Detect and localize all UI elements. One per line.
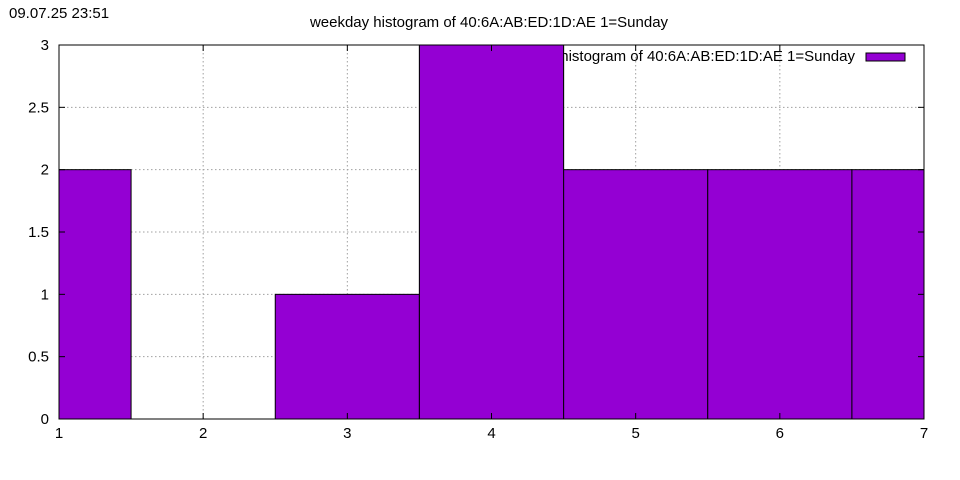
x-tick-label: 2 (199, 425, 207, 442)
tick-marks (58, 44, 925, 420)
histogram-bar (851, 169, 925, 420)
y-tick-label: 0.5 (28, 349, 49, 366)
x-tick-label: 5 (631, 425, 639, 442)
histogram-bar (58, 169, 132, 420)
x-tick-label: 4 (487, 425, 495, 442)
x-tick-label: 1 (55, 425, 63, 442)
y-tick-label: 1.5 (28, 224, 49, 241)
x-tick-label: 3 (343, 425, 351, 442)
x-tick-label: 6 (776, 425, 784, 442)
y-tick-labels: 0 0.5 1 1.5 2 2.5 3 (28, 37, 49, 428)
y-tick-label: 2.5 (28, 99, 49, 116)
x-tick-label: 7 (920, 425, 928, 442)
histogram-bar (418, 44, 565, 420)
y-tick-label: 3 (41, 37, 49, 54)
legend: weekday histogram of 40:6A:AB:ED:1D:AE 1… (418, 44, 906, 420)
y-tick-label: 1 (41, 286, 49, 303)
histogram-bar (563, 169, 709, 420)
timestamp-label: 09.07.25 23:51 (9, 5, 109, 22)
y-tick-label: 0 (41, 411, 49, 428)
legend-label: weekday histogram of 40:6A:AB:ED:1D:AE 1… (496, 48, 856, 65)
chart-title: weekday histogram of 40:6A:AB:ED:1D:AE 1… (309, 14, 669, 31)
y-tick-label: 2 (41, 162, 49, 179)
x-tick-labels: 1 2 3 4 5 6 7 (55, 425, 928, 442)
histogram-bar (707, 169, 853, 420)
legend-swatch (865, 52, 906, 62)
histogram-bar (274, 293, 420, 420)
